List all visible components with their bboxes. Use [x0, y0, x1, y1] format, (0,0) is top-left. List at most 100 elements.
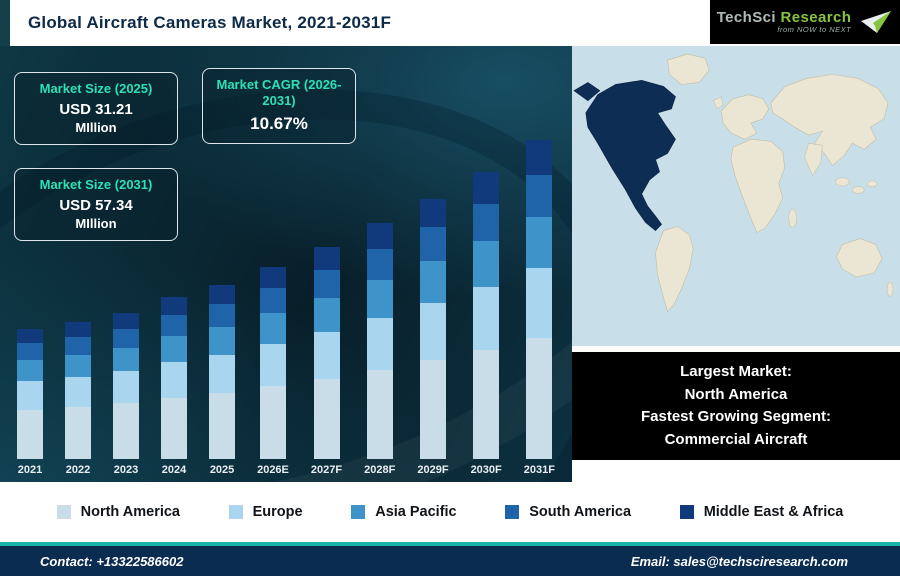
legend-label: North America [80, 504, 181, 520]
x-axis-label: 2022 [65, 464, 91, 476]
legend-swatch [505, 505, 520, 519]
bar-segment-asia-pacific [259, 313, 286, 344]
legend-item-asia-pacific: Asia Pacific [351, 504, 457, 520]
bar-segment-north-america [259, 386, 286, 459]
x-axis-label: 2028F [364, 464, 396, 476]
bar-column: 2024 [161, 297, 188, 478]
bar-segment-south-america [419, 227, 446, 261]
chart-panel: 2021 2022 2023 2024 2025 2026E 2027F 2028F 2029F… [0, 46, 572, 482]
bar-segment-north-america [473, 350, 500, 459]
legend-label: South America [529, 504, 632, 520]
stacked-bar [113, 313, 140, 459]
bar-segment-middle-east-africa [313, 247, 340, 270]
bar-segment-asia-pacific [113, 348, 140, 371]
x-axis-label: 2025 [209, 464, 235, 476]
legend-swatch [228, 505, 243, 519]
bar-segment-north-america [526, 338, 553, 459]
caption-line: Commercial Aircraft [664, 430, 808, 448]
bar-segment-south-america [313, 270, 340, 298]
bar-segment-north-america [209, 393, 236, 459]
chart-legend: North America Europe Asia Pacific South Ame… [0, 482, 900, 542]
bar-column: 2029F [417, 199, 449, 478]
bar-segment-south-america [17, 343, 43, 360]
bar-segment-europe [209, 355, 236, 393]
x-axis-label: 2029F [417, 464, 449, 476]
legend-item-north-america: North America [56, 504, 181, 520]
bar-segment-europe [259, 344, 286, 386]
bar-segment-south-america [65, 337, 92, 355]
info-box-heading: Market CAGR (2026-2031) [216, 77, 342, 109]
x-axis-label: 2030F [470, 464, 502, 476]
bar-segment-north-america [17, 410, 43, 459]
bar-column: 2022 [65, 322, 92, 478]
bar-segment-asia-pacific [419, 261, 446, 303]
bar-segment-europe [526, 268, 553, 338]
email-text: Email: sales@techsciresearch.com [630, 553, 848, 569]
legend-item-south-america: South America [505, 504, 631, 520]
stacked-bar [17, 329, 43, 459]
legend-item-europe: Europe [228, 504, 303, 520]
bar-column: 2030F [471, 172, 502, 478]
footer: Contact: +13322586602 Email: sales@techs… [0, 542, 900, 576]
x-axis-label: 2027F [310, 464, 343, 476]
bar-segment-middle-east-africa [161, 297, 188, 315]
caption-line: Fastest Growing Segment: [640, 408, 832, 425]
legend-label: Europe [252, 504, 303, 520]
bar-segment-north-america [313, 379, 340, 459]
bar-segment-europe [161, 362, 188, 398]
main-content: 2021 2022 2023 2024 2025 2026E 2027F 2028F 2029F… [0, 46, 900, 482]
bar-segment-south-america [209, 304, 236, 327]
info-box-heading: Market Size (2025) [39, 81, 153, 96]
logo-brand: TechSci Research [716, 9, 852, 27]
stacked-bar [473, 172, 500, 459]
bar-segment-asia-pacific [473, 241, 500, 287]
bar-segment-middle-east-africa [526, 140, 553, 175]
market-cagr-box: Market CAGR (2026-2031) 10.67% [202, 68, 356, 144]
bar-segment-asia-pacific [526, 217, 553, 268]
bar-column: 2028F [364, 223, 395, 478]
stacked-bar [313, 247, 340, 459]
legend-item-middle-east-africa: Middle East & Africa [679, 504, 844, 520]
legend-swatch [56, 505, 71, 519]
stacked-bar [259, 267, 286, 459]
bar-segment-europe [473, 287, 500, 350]
x-axis-label: 2026E [257, 464, 289, 476]
info-box-unit: MIllion [75, 120, 117, 136]
bar-segment-north-america [65, 407, 92, 459]
bar-segment-asia-pacific [161, 336, 188, 362]
logo-tagline: from NOW to NEXT [777, 24, 852, 34]
bar-segment-south-america [161, 315, 188, 336]
bar-segment-asia-pacific [366, 280, 393, 318]
bar-segment-asia-pacific [17, 360, 43, 381]
bar-segment-asia-pacific [65, 355, 92, 377]
stacked-bar [526, 140, 553, 459]
bar-segment-middle-east-africa [259, 267, 286, 288]
bar-segment-south-america [366, 249, 393, 280]
stacked-bar [161, 297, 188, 459]
x-axis-label: 2024 [161, 464, 187, 476]
bar-segment-europe [419, 303, 446, 360]
bar-column: 2031F [524, 140, 555, 478]
legend-swatch [351, 505, 366, 519]
bar-segment-asia-pacific [313, 298, 340, 332]
bar-segment-middle-east-africa [209, 285, 236, 304]
page-title: Global Aircraft Cameras Market, 2021-203… [28, 13, 392, 32]
bar-segment-middle-east-africa [113, 313, 140, 329]
info-box-heading: Market Size (2031) [39, 177, 153, 192]
stacked-bar [366, 223, 393, 459]
bar-segment-middle-east-africa [65, 322, 92, 337]
market-caption: Largest Market: North America Fastest Gr… [572, 352, 900, 460]
bar-segment-north-america [419, 360, 446, 459]
x-axis-label: 2021 [17, 464, 43, 476]
market-size-2031-box: Market Size (2031) USD 57.34 MIllion [14, 168, 178, 242]
legend-label: Middle East & Africa [703, 504, 844, 520]
caption-line: North America [684, 385, 788, 403]
logo-text: TechSci Research from NOW to NEXT [717, 10, 852, 34]
bar-plot: 2021 2022 2023 2024 2025 2026E 2027F 2028F 2029F… [6, 46, 566, 482]
bar-segment-south-america [526, 175, 553, 217]
right-panel: Largest Market: North America Fastest Gr… [572, 46, 900, 482]
map-north-america-alaska [573, 82, 601, 102]
bar-column: 2025 [209, 285, 236, 478]
caption-line: Largest Market: [680, 363, 792, 380]
bar-segment-middle-east-africa [419, 199, 446, 227]
